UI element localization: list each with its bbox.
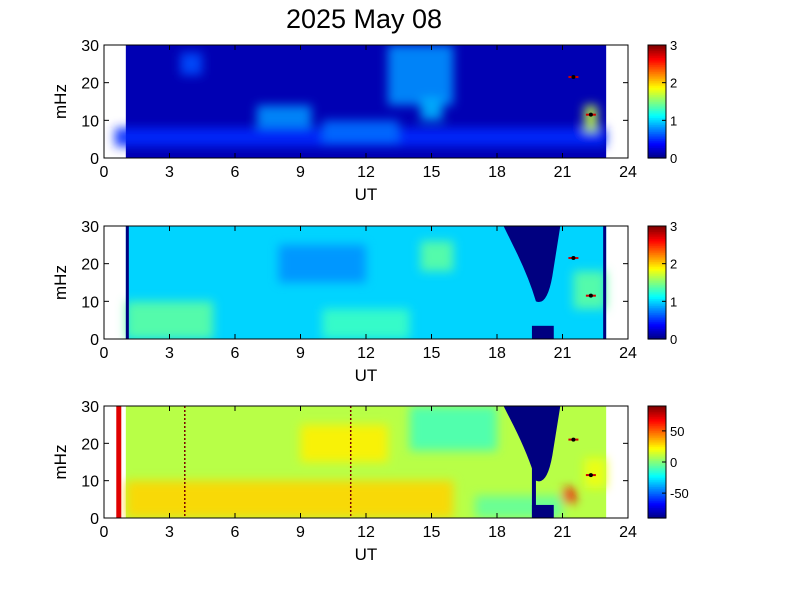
colorbar-tick-label: 2 [670, 257, 677, 272]
x-tick-label: 6 [231, 164, 240, 181]
x-tick-label: 0 [100, 345, 109, 362]
event-marker [585, 112, 596, 117]
colorbar-tick-label: -50 [670, 486, 689, 501]
x-tick-label: 3 [165, 164, 174, 181]
event-marker [568, 256, 579, 261]
heatmap-feature [125, 480, 454, 518]
y-tick-label: 10 [81, 294, 99, 311]
x-tick-label: 9 [296, 524, 305, 541]
x-tick-label: 9 [296, 164, 305, 181]
x-tick-label: 3 [165, 524, 174, 541]
heatmap-feature [420, 97, 443, 121]
colorbar-tick-label: 0 [670, 151, 677, 166]
x-tick-label: 21 [554, 164, 572, 181]
y-tick-label: 30 [81, 38, 99, 55]
heatmap-feature [584, 105, 598, 132]
heatmap-feature [300, 424, 388, 462]
heatmap-feature [125, 301, 214, 339]
y-axis-label: mHz [51, 84, 70, 119]
x-tick-label: 21 [554, 524, 572, 541]
x-tick-label: 15 [423, 524, 441, 541]
data-gap-box [531, 504, 554, 518]
y-tick-label: 0 [90, 332, 99, 349]
span-edge-right [603, 226, 607, 339]
y-tick-label: 20 [81, 257, 99, 274]
x-axis-label: UT [355, 545, 378, 564]
x-tick-label: 12 [357, 164, 375, 181]
heatmap-feature [409, 406, 497, 451]
x-tick-label: 21 [554, 345, 572, 362]
event-marker [568, 437, 579, 442]
colorbar-tick-label: 3 [670, 219, 677, 234]
heatmap-feature [322, 120, 399, 143]
y-tick-label: 30 [81, 399, 99, 416]
event-marker [585, 293, 596, 298]
colorbar: 0 1 2 3 [647, 219, 677, 347]
heatmap-feature [180, 52, 203, 76]
gap-strip [531, 406, 536, 518]
x-tick-label: 18 [488, 524, 506, 541]
heatmap-feature [278, 244, 366, 283]
heatmap-feature [322, 308, 410, 339]
x-tick-label: 15 [423, 345, 441, 362]
colorbar: 0 1 2 3 [647, 38, 677, 166]
x-tick-label: 0 [100, 524, 109, 541]
heatmap-panel-3: 0 3 6 9 12 15 18 21 24 0 10 20 30 UT mHz 50 0 -50 [51, 399, 689, 564]
event-marker [585, 473, 596, 478]
x-tick-label: 0 [100, 164, 109, 181]
y-axis-label: mHz [51, 445, 70, 480]
x-tick-label: 6 [231, 345, 240, 362]
data-gap-region [503, 226, 561, 303]
heatmap-feature [562, 488, 576, 504]
span-edge-left [125, 226, 129, 339]
data-gap-box [531, 325, 554, 339]
y-axis-label: mHz [51, 265, 70, 300]
colorbar-tick-label: 2 [670, 76, 677, 91]
y-tick-label: 30 [81, 219, 99, 236]
heatmap-feature [584, 458, 607, 489]
x-tick-label: 24 [619, 345, 637, 362]
y-tick-label: 20 [81, 76, 99, 93]
y-tick-label: 20 [81, 436, 99, 453]
x-tick-label: 15 [423, 164, 441, 181]
y-tick-label: 10 [81, 113, 99, 130]
x-tick-label: 12 [357, 345, 375, 362]
heatmap-feature [256, 105, 312, 128]
x-axis-label: UT [355, 185, 378, 204]
colorbar-tick-label: 1 [670, 113, 677, 128]
event-marker [568, 75, 579, 80]
y-tick-label: 0 [90, 511, 99, 528]
colorbar-tick-label: 3 [670, 38, 677, 53]
red-marker-line [116, 406, 122, 518]
colorbar-tick-label: 0 [670, 455, 677, 470]
y-tick-label: 10 [81, 474, 99, 491]
x-tick-label: 18 [488, 164, 506, 181]
figure-title: 2025 May 08 [286, 4, 442, 34]
x-tick-label: 6 [231, 524, 240, 541]
x-tick-label: 24 [619, 524, 637, 541]
x-tick-label: 3 [165, 345, 174, 362]
colorbar-tick-label: 1 [670, 294, 677, 309]
x-tick-label: 9 [296, 345, 305, 362]
colorbar: 50 0 -50 [647, 405, 689, 519]
colorbar-tick-label: 50 [670, 424, 684, 439]
heatmap-feature [573, 271, 607, 309]
heatmap-feature [420, 241, 454, 272]
heatmap-feature [387, 45, 454, 106]
y-tick-label: 0 [90, 151, 99, 168]
x-tick-label: 24 [619, 164, 637, 181]
x-axis-label: UT [355, 366, 378, 385]
x-tick-label: 12 [357, 524, 375, 541]
x-tick-label: 18 [488, 345, 506, 362]
colorbar-tick-label: 0 [670, 332, 677, 347]
